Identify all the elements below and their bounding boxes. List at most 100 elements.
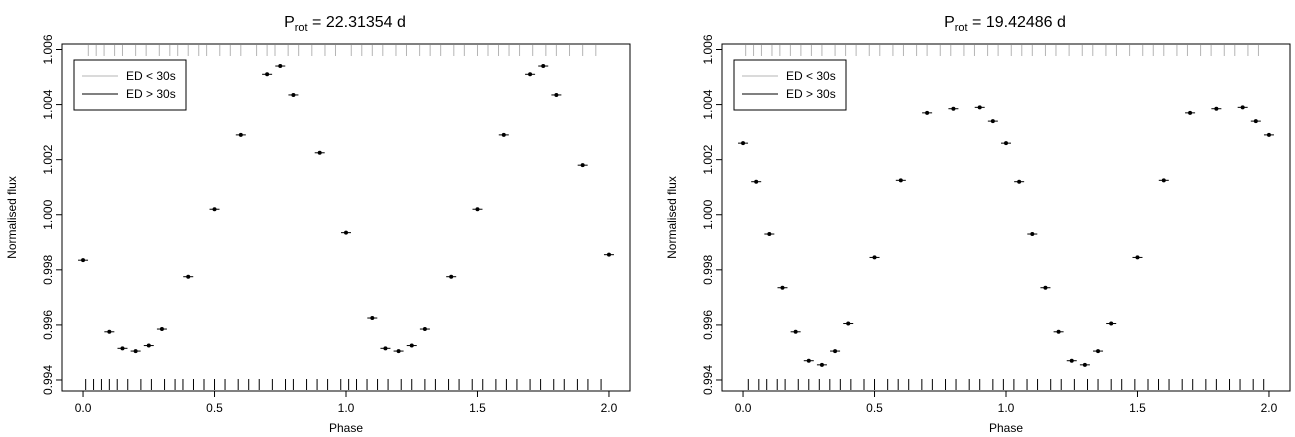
data-point — [780, 285, 785, 290]
chart-title: Prot = 19.42486 d — [944, 14, 1066, 34]
data-point — [1266, 132, 1271, 137]
y-tick-label: 0.994 — [701, 365, 715, 395]
data-point — [422, 327, 427, 332]
y-tick-label: 1.000 — [701, 199, 715, 229]
y-tick-label: 1.002 — [41, 144, 55, 174]
data-point — [1188, 110, 1193, 115]
y-tick-label: 0.996 — [701, 310, 715, 340]
data-point — [1240, 105, 1245, 110]
title-rest: = 22.31354 d — [308, 14, 406, 31]
data-point — [606, 252, 611, 257]
data-point — [409, 343, 414, 348]
y-tick-label: 0.998 — [41, 254, 55, 284]
data-point — [278, 64, 283, 69]
data-point — [1004, 141, 1008, 146]
data-point — [1214, 106, 1219, 111]
data-point — [1161, 178, 1166, 183]
data-point — [951, 106, 956, 111]
data-point — [1056, 329, 1061, 334]
legend-label: ED < 30s — [786, 69, 836, 83]
data-point — [1069, 358, 1074, 363]
chart-panel-left: Prot = 22.31354 d 0.0 0.5 1.0 1.5 2.0 0.994 0.9… — [5, 14, 631, 435]
y-tick-label: 1.002 — [701, 144, 715, 174]
y-axis-label: Normalised flux — [5, 176, 19, 259]
data-point — [819, 362, 824, 367]
data-point — [528, 72, 533, 77]
data-point — [120, 346, 125, 351]
x-tick-label: 2.0 — [601, 401, 618, 415]
data-point — [767, 232, 772, 237]
data-point — [146, 343, 151, 348]
y-tick-label: 0.998 — [701, 254, 715, 284]
data-point — [898, 178, 903, 183]
x-tick-label: 0.0 — [75, 401, 92, 415]
data-point — [846, 321, 851, 326]
data-point — [107, 329, 112, 334]
data-point — [872, 255, 877, 260]
data-point — [159, 327, 164, 332]
data-point — [238, 132, 243, 137]
data-point — [317, 150, 322, 155]
data-point — [186, 274, 191, 279]
x-axis-label: Phase — [329, 421, 363, 435]
data-point — [925, 110, 930, 115]
data-point — [1109, 321, 1114, 326]
y-tick-label: 1.006 — [701, 34, 715, 64]
data-point — [344, 230, 348, 235]
y-axis-label: Normalised flux — [665, 176, 679, 259]
title-subscript: rot — [955, 22, 968, 34]
data-point — [212, 207, 217, 212]
title-rest: = 19.42486 d — [968, 14, 1066, 31]
x-tick-label: 2.0 — [1261, 401, 1278, 415]
title-subscript: rot — [295, 22, 308, 34]
data-point — [501, 132, 506, 137]
y-tick-label: 1.006 — [41, 34, 55, 64]
data-point — [265, 72, 270, 77]
x-tick-label: 0.0 — [735, 401, 752, 415]
data-point — [793, 329, 798, 334]
data-point — [1082, 362, 1087, 367]
x-axis-label: Phase — [989, 421, 1023, 435]
x-tick-label: 1.5 — [469, 401, 486, 415]
y-tick-label: 1.000 — [41, 199, 55, 229]
data-point — [1030, 232, 1035, 237]
data-point — [475, 207, 480, 212]
data-point — [449, 274, 454, 279]
data-point — [1096, 349, 1101, 354]
y-tick-label: 0.994 — [41, 365, 55, 395]
x-tick-label: 0.5 — [206, 401, 223, 415]
data-point — [81, 258, 86, 263]
data-point — [806, 358, 811, 363]
data-point — [291, 92, 296, 97]
legend-label: ED > 30s — [786, 87, 836, 101]
data-point — [580, 163, 585, 168]
data-point — [833, 349, 838, 354]
data-point — [1017, 179, 1022, 184]
data-point — [1135, 255, 1140, 260]
data-point — [977, 105, 982, 110]
data-point — [541, 64, 546, 69]
x-tick-label: 1.0 — [998, 401, 1015, 415]
data-point — [396, 349, 401, 354]
title-main: P — [284, 14, 295, 31]
chart-panel-right: Prot = 19.42486 d 0.0 0.5 1.0 1.5 2.0 0.994 0.9… — [665, 14, 1291, 435]
legend-box — [733, 59, 847, 111]
data-point — [1253, 119, 1258, 124]
x-tick-label: 1.0 — [338, 401, 355, 415]
chart-title: Prot = 22.31354 d — [284, 14, 406, 34]
y-tick-label: 1.004 — [701, 89, 715, 119]
y-tick-label: 0.996 — [41, 310, 55, 340]
legend-label: ED > 30s — [126, 87, 176, 101]
data-point — [554, 92, 559, 97]
data-point — [133, 349, 138, 354]
title-main: P — [944, 14, 955, 31]
y-tick-label: 1.004 — [41, 89, 55, 119]
x-tick-label: 0.5 — [866, 401, 883, 415]
x-tick-label: 1.5 — [1129, 401, 1146, 415]
data-point — [370, 316, 375, 321]
data-point — [754, 179, 759, 184]
data-point — [741, 141, 746, 146]
legend-box — [73, 59, 187, 111]
data-point — [383, 346, 388, 351]
